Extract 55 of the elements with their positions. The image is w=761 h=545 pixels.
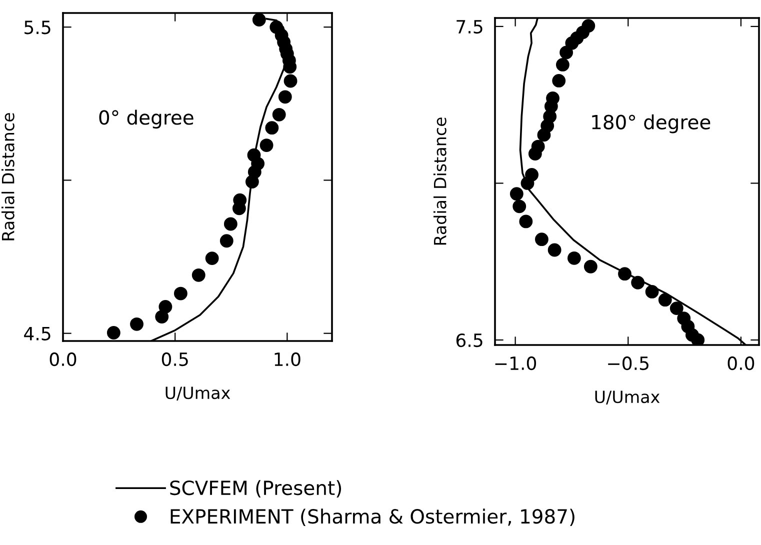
point <box>174 286 188 300</box>
point <box>265 121 279 135</box>
x-tick-label: 1.0 <box>274 352 300 366</box>
point <box>519 214 533 228</box>
x-tick-label: 0.5 <box>162 352 188 366</box>
point <box>220 234 234 248</box>
y-tick-label: 5.5 <box>24 20 50 34</box>
point <box>278 90 292 104</box>
point <box>272 108 286 122</box>
point <box>556 58 570 72</box>
annotation: 180° degree <box>592 114 710 134</box>
x-tick-label: −1.0 <box>495 356 536 370</box>
x-axis-title: U/Umax <box>595 390 660 404</box>
point <box>670 302 684 316</box>
point <box>260 138 274 152</box>
x-tick-label: 0.0 <box>50 352 76 366</box>
x-axis-title: U/Umax <box>166 386 230 400</box>
point <box>130 317 144 331</box>
point <box>158 300 172 314</box>
point <box>691 333 705 345</box>
point <box>232 202 246 216</box>
y-tick-label: 7.5 <box>456 20 482 34</box>
point <box>645 284 659 298</box>
y-axis-title: Radial Distance <box>1 113 14 240</box>
point <box>528 147 542 160</box>
point <box>284 74 298 88</box>
y-tick-label: 6.5 <box>456 333 482 348</box>
y-tick-label: 4.5 <box>24 327 50 340</box>
point <box>224 217 238 231</box>
point <box>155 310 169 324</box>
point <box>512 200 526 214</box>
point <box>510 187 524 201</box>
point <box>548 243 562 257</box>
point <box>192 268 206 282</box>
legend-label: SCVFEM (Present) <box>170 480 342 498</box>
point <box>658 293 672 307</box>
annotation: 0° degree <box>99 110 194 129</box>
y-axis-title: Radial Distance <box>433 118 446 245</box>
point <box>520 176 534 190</box>
point <box>535 232 548 246</box>
point <box>552 74 566 88</box>
x-tick-label: 0.0 <box>728 356 754 370</box>
point <box>618 267 632 281</box>
point <box>560 46 574 60</box>
point <box>252 13 266 26</box>
x-tick-label: −0.5 <box>608 356 648 370</box>
point <box>537 128 551 142</box>
point <box>565 36 579 50</box>
point <box>631 276 645 290</box>
legend-label: EXPERIMENT (Sharma & Ostermier, 1987) <box>170 508 574 526</box>
point <box>567 251 581 265</box>
point <box>245 175 259 188</box>
point <box>584 260 598 274</box>
point <box>106 326 120 340</box>
point <box>205 252 219 266</box>
